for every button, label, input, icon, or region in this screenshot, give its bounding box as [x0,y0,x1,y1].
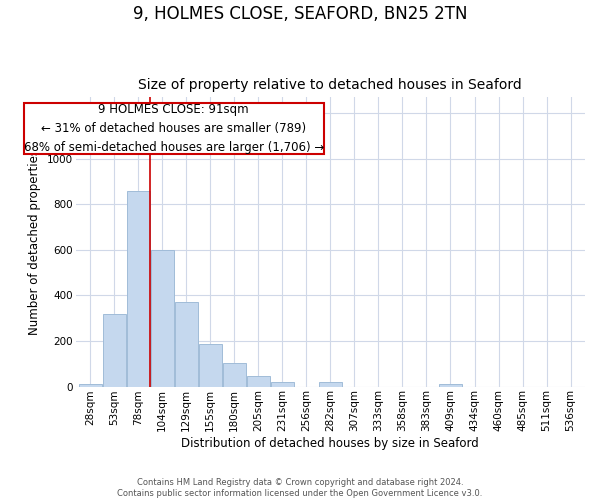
Bar [319,382,342,386]
Bar [271,382,294,386]
Bar [223,362,245,386]
Text: 9, HOLMES CLOSE, SEAFORD, BN25 2TN: 9, HOLMES CLOSE, SEAFORD, BN25 2TN [133,5,467,23]
Bar [247,376,270,386]
Text: 9 HOLMES CLOSE: 91sqm
← 31% of detached houses are smaller (789)
68% of semi-det: 9 HOLMES CLOSE: 91sqm ← 31% of detached … [23,103,324,154]
Bar [199,344,221,387]
Bar [439,384,462,386]
Bar [151,250,173,386]
Y-axis label: Number of detached properties: Number of detached properties [28,149,41,335]
Bar [175,302,197,386]
X-axis label: Distribution of detached houses by size in Seaford: Distribution of detached houses by size … [181,437,479,450]
Text: Contains HM Land Registry data © Crown copyright and database right 2024.
Contai: Contains HM Land Registry data © Crown c… [118,478,482,498]
Bar [127,190,149,386]
Bar [79,384,101,386]
Bar [103,314,125,386]
Title: Size of property relative to detached houses in Seaford: Size of property relative to detached ho… [139,78,522,92]
